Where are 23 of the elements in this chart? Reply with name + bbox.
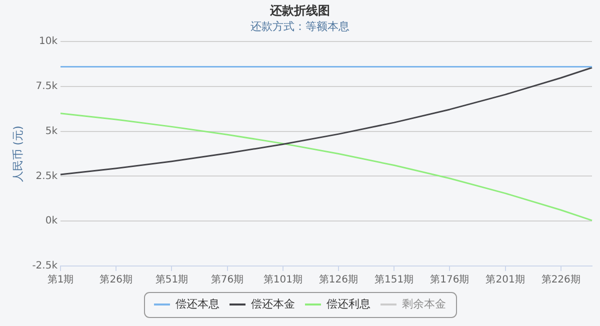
y-tick-label: 5k [45, 126, 58, 137]
y-tick-label: 2.5k [36, 170, 58, 182]
x-tick-label: 第26期 [100, 274, 132, 286]
chart-subtitle: 还款方式：等额本息 [250, 20, 350, 33]
legend-label: 偿还本金 [251, 297, 295, 310]
y-tick-label: 10k [38, 36, 58, 48]
legend-label: 剩余本金 [402, 297, 446, 310]
x-tick-label: 第101期 [263, 274, 302, 286]
legend-label: 偿还本息 [176, 297, 220, 310]
y-tick-label: 7.5k [36, 81, 58, 92]
x-tick-label: 第51期 [155, 274, 188, 286]
y-tick-label: -2.5k [32, 260, 58, 272]
chart-title: 还款折线图 [269, 3, 330, 18]
x-tick-label: 第226期 [541, 274, 580, 286]
legend-label: 偿还利息 [326, 297, 370, 310]
x-tick-label: 第1期 [47, 274, 74, 286]
x-tick-label: 第201期 [486, 274, 525, 286]
y-axis-title: 人民币 (元) [11, 126, 24, 182]
x-tick-label: 第76期 [210, 274, 244, 286]
x-tick-label: 第126期 [318, 274, 358, 286]
x-tick-label: 第151期 [374, 274, 414, 286]
x-tick-label: 第176期 [430, 274, 470, 286]
y-tick-label: 0k [45, 216, 58, 227]
